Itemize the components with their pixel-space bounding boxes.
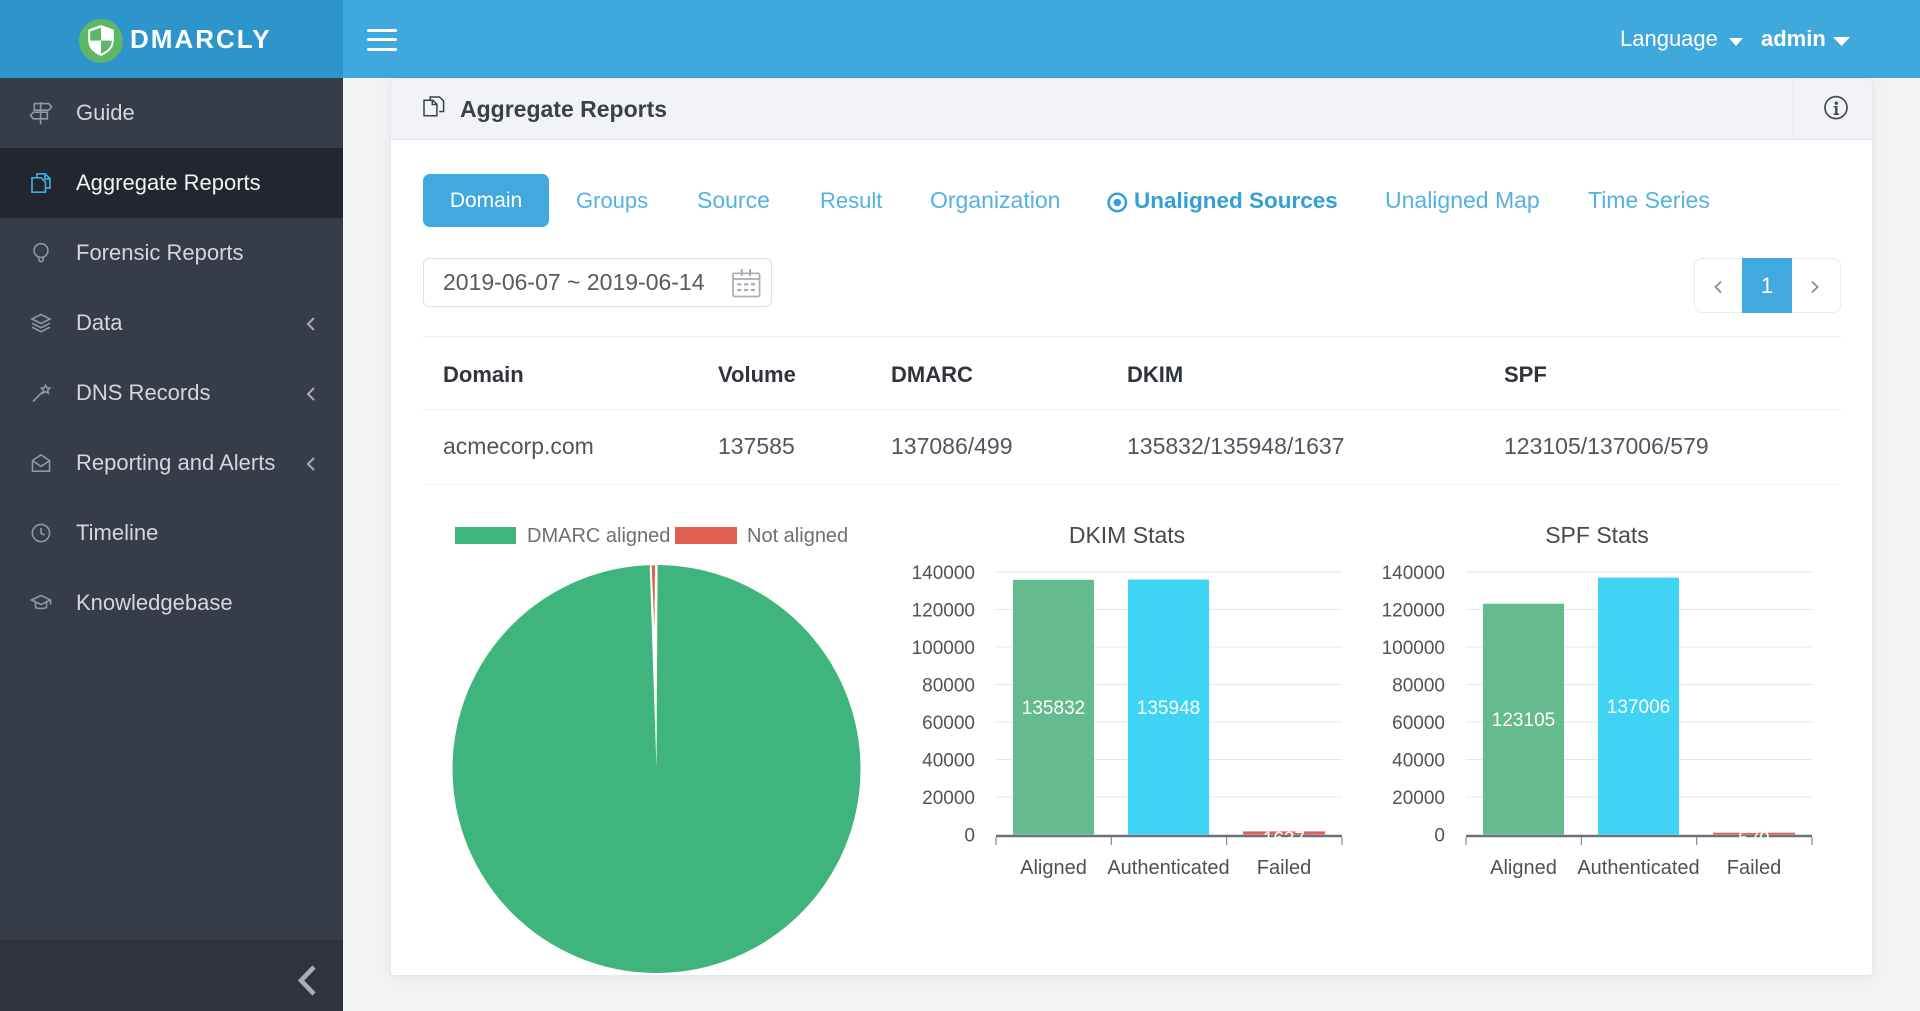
svg-text:100000: 100000 bbox=[1382, 638, 1445, 659]
svg-text:Failed: Failed bbox=[1257, 857, 1311, 879]
svg-text:135948: 135948 bbox=[1137, 698, 1200, 719]
svg-text:DMARC aligned: DMARC aligned bbox=[527, 525, 670, 547]
svg-text:579: 579 bbox=[1738, 829, 1770, 850]
svg-text:120000: 120000 bbox=[912, 601, 975, 622]
svg-text:Authenticated: Authenticated bbox=[1107, 857, 1229, 879]
svg-text:SPF Stats: SPF Stats bbox=[1545, 522, 1649, 548]
svg-text:0: 0 bbox=[1434, 826, 1445, 847]
svg-text:60000: 60000 bbox=[922, 713, 975, 734]
svg-text:140000: 140000 bbox=[1382, 563, 1445, 584]
svg-text:Not aligned: Not aligned bbox=[747, 525, 848, 547]
svg-text:Aligned: Aligned bbox=[1490, 857, 1557, 879]
svg-text:60000: 60000 bbox=[1392, 713, 1445, 734]
svg-text:1637: 1637 bbox=[1263, 829, 1305, 850]
svg-text:120000: 120000 bbox=[1382, 601, 1445, 622]
svg-text:Failed: Failed bbox=[1727, 857, 1781, 879]
svg-text:20000: 20000 bbox=[922, 788, 975, 809]
svg-text:135832: 135832 bbox=[1022, 698, 1085, 719]
svg-text:140000: 140000 bbox=[912, 563, 975, 584]
svg-text:80000: 80000 bbox=[922, 676, 975, 697]
svg-text:Aligned: Aligned bbox=[1020, 857, 1087, 879]
svg-text:40000: 40000 bbox=[922, 751, 975, 772]
svg-text:40000: 40000 bbox=[1392, 751, 1445, 772]
svg-text:137006: 137006 bbox=[1607, 697, 1670, 718]
svg-text:0: 0 bbox=[964, 826, 975, 847]
svg-text:20000: 20000 bbox=[1392, 788, 1445, 809]
svg-text:DKIM Stats: DKIM Stats bbox=[1069, 522, 1185, 548]
svg-text:80000: 80000 bbox=[1392, 676, 1445, 697]
svg-text:123105: 123105 bbox=[1492, 710, 1555, 731]
svg-text:Authenticated: Authenticated bbox=[1577, 857, 1699, 879]
svg-text:100000: 100000 bbox=[912, 638, 975, 659]
